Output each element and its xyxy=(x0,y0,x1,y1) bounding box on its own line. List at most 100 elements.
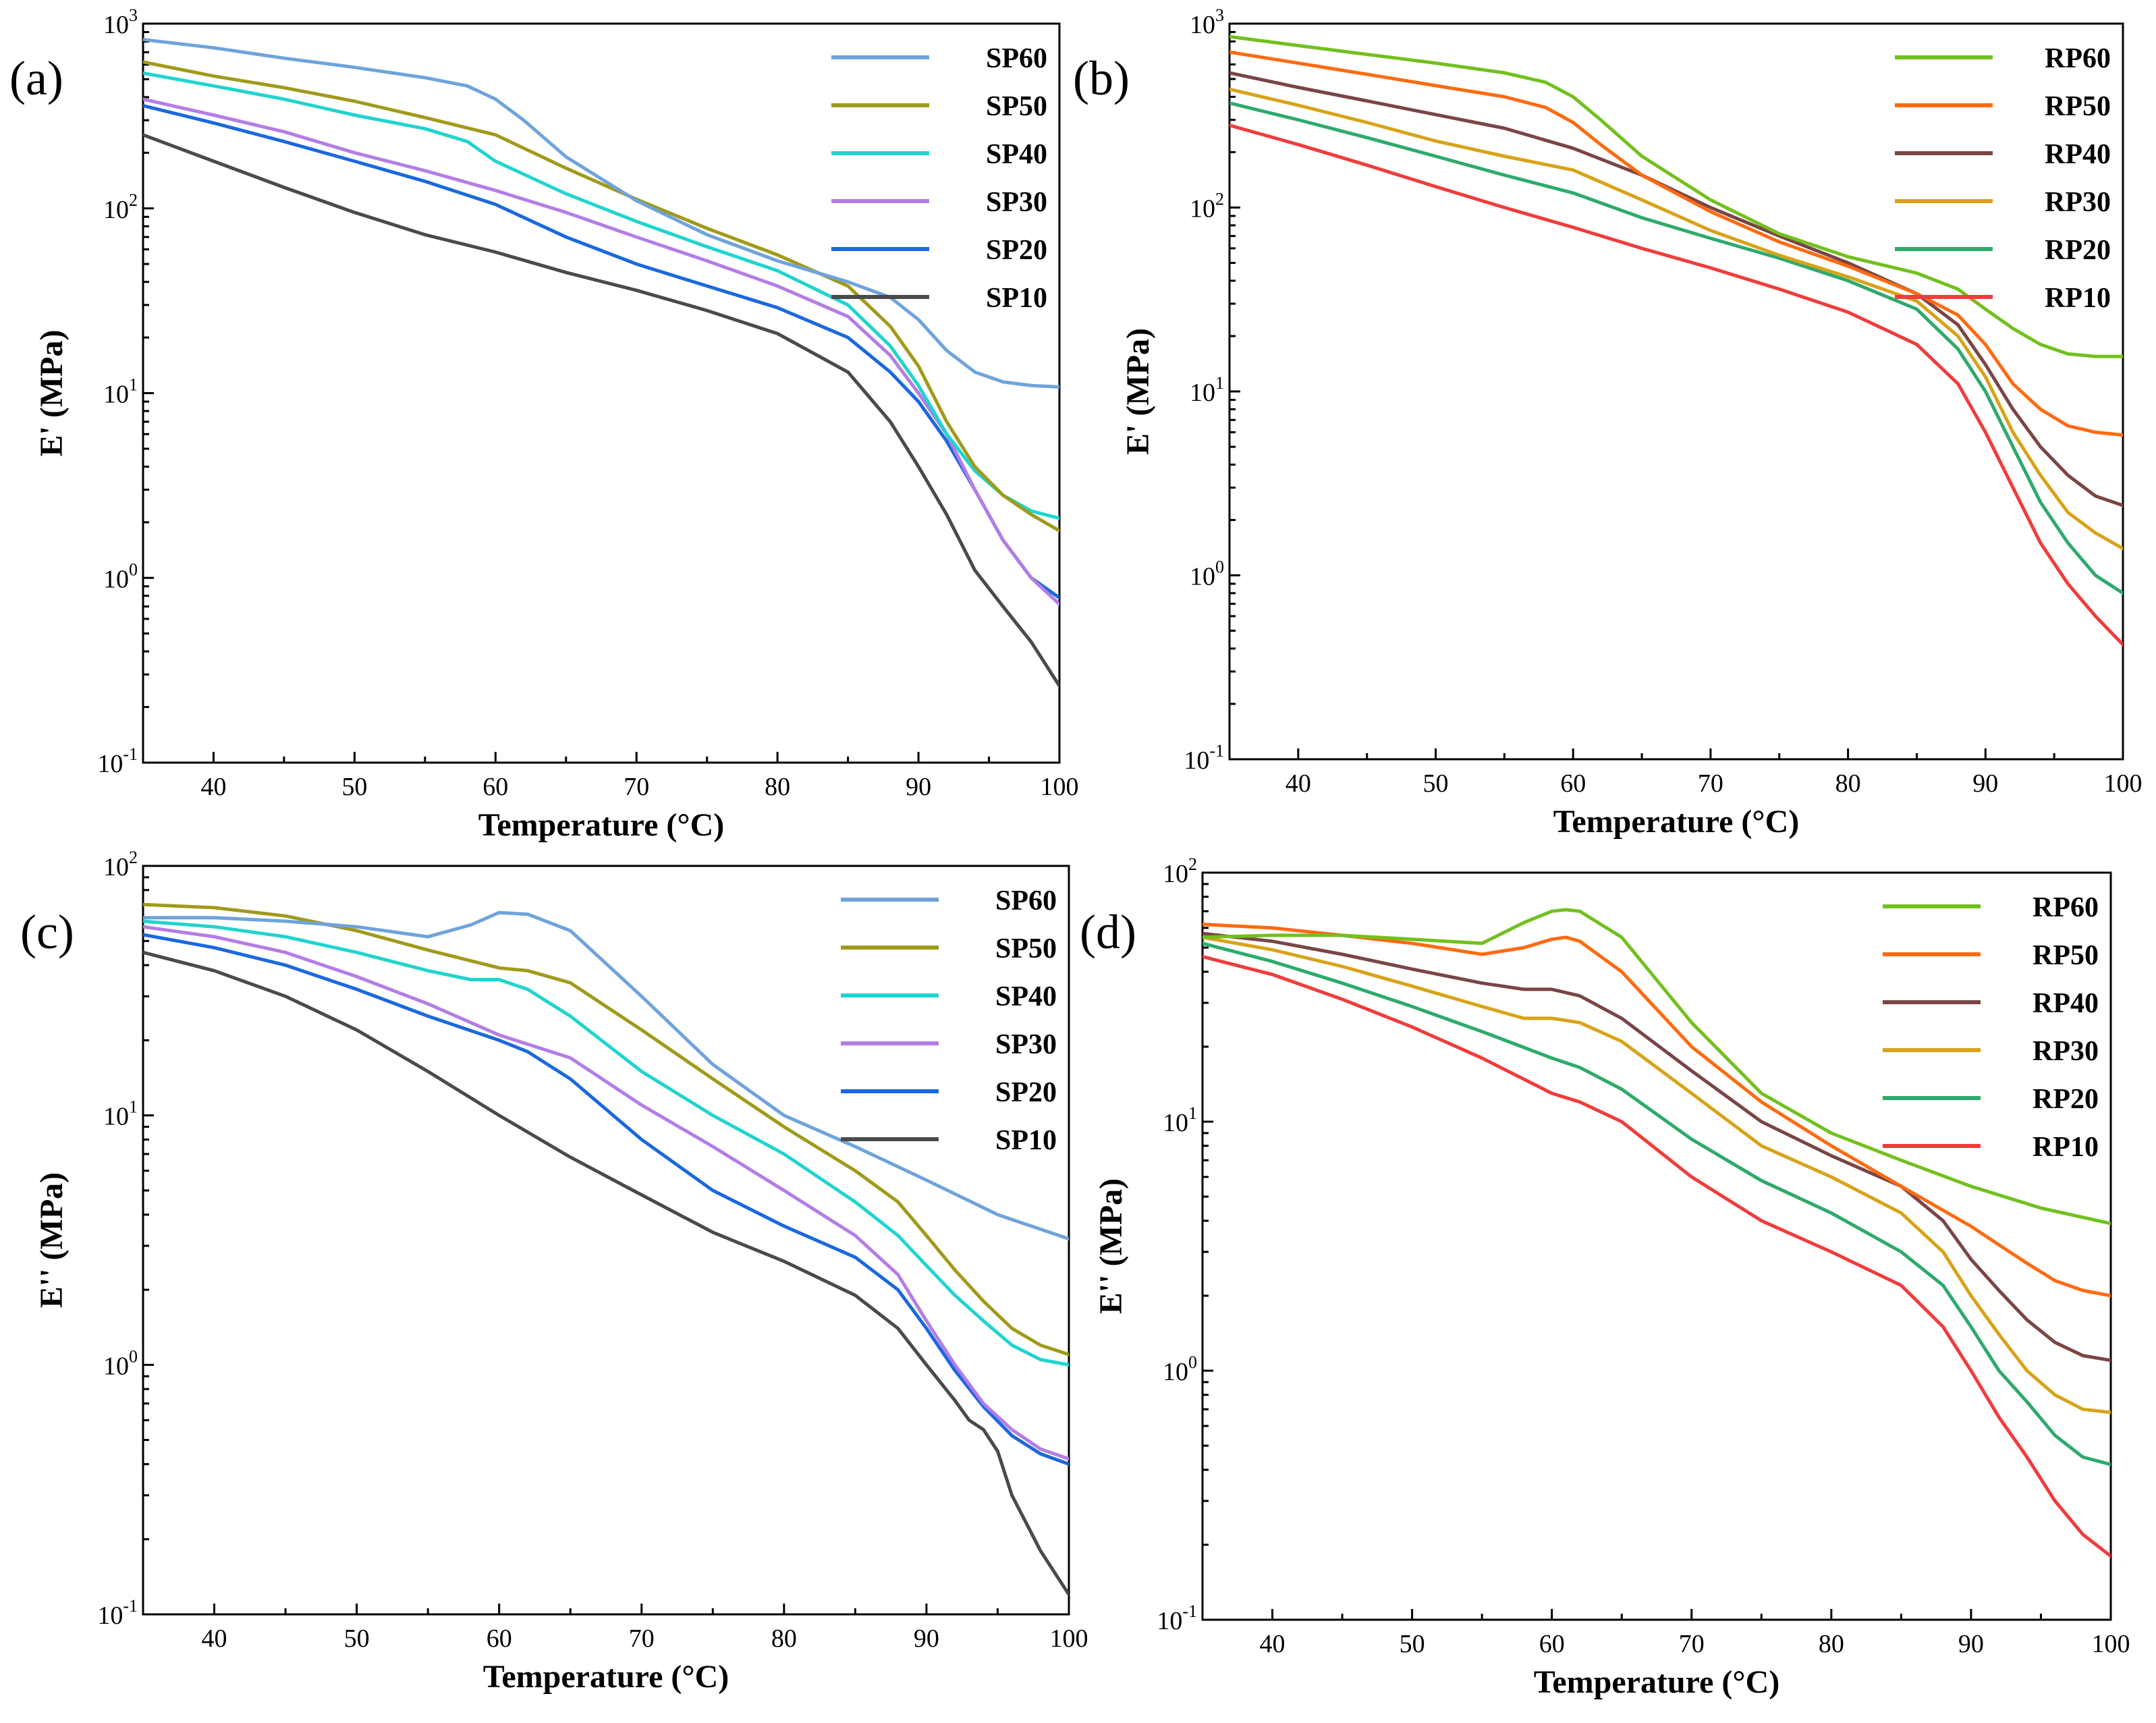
x-tick-label: 60 xyxy=(482,773,508,801)
y-tick-exponent: 0 xyxy=(1215,557,1224,577)
series-line-sp60 xyxy=(143,910,1069,1241)
y-tick-label: 101 xyxy=(1163,1103,1197,1137)
y-tick-base: 10 xyxy=(1190,563,1215,591)
legend-label: SP40 xyxy=(995,981,1057,1012)
legend-label: SP30 xyxy=(995,1029,1057,1060)
y-tick-base: 10 xyxy=(1163,860,1188,888)
series-line-rp10 xyxy=(1203,954,2111,1558)
y-axis-label: E'' (MPa) xyxy=(1093,1178,1129,1314)
legend-label: SP30 xyxy=(986,187,1047,218)
y-tick-label: 100 xyxy=(1163,1352,1197,1386)
y-tick-label: 10-1 xyxy=(97,1596,138,1630)
series-line-sp10 xyxy=(143,950,1069,1597)
x-tick-label: 100 xyxy=(2092,1630,2130,1658)
series-line-sp10 xyxy=(143,133,1059,688)
y-tick-base: 10 xyxy=(97,750,123,778)
y-tick-exponent: 1 xyxy=(129,375,138,395)
series-line-sp40 xyxy=(143,71,1059,520)
x-tick-label: 40 xyxy=(200,773,226,801)
y-tick-exponent: 2 xyxy=(129,190,138,210)
x-tick-label: 80 xyxy=(1835,769,1861,798)
y-tick-label: 102 xyxy=(103,848,138,881)
legend-label: RP40 xyxy=(2033,988,2099,1019)
series-line-rp10 xyxy=(1229,124,2123,647)
series-line-rp20 xyxy=(1203,941,2111,1467)
legend-label: RP20 xyxy=(2033,1084,2099,1115)
y-tick-exponent: 1 xyxy=(1215,373,1224,393)
x-tick-label: 100 xyxy=(1050,1624,1088,1653)
y-tick-exponent: 0 xyxy=(129,1346,138,1366)
y-tick-base: 10 xyxy=(1190,195,1215,223)
legend-label: RP30 xyxy=(2045,187,2111,218)
panel-label: (a) xyxy=(9,51,63,105)
series-line-sp20 xyxy=(143,933,1069,1466)
y-tick-label: 102 xyxy=(1190,190,1224,223)
y-tick-label: 101 xyxy=(1190,373,1224,407)
x-tick-label: 70 xyxy=(1679,1630,1705,1658)
y-tick-label: 10-1 xyxy=(1184,741,1224,775)
x-axis-label: Temperature (°C) xyxy=(1534,1664,1779,1700)
x-tick-label: 70 xyxy=(629,1624,655,1653)
x-tick-label: 60 xyxy=(1539,1630,1565,1658)
x-axis-label: Temperature (°C) xyxy=(478,807,724,843)
y-tick-label: 102 xyxy=(1163,854,1197,888)
x-tick-label: 80 xyxy=(1819,1630,1844,1658)
y-tick-base: 10 xyxy=(1163,1358,1188,1386)
y-tick-label: 10-1 xyxy=(1157,1602,1197,1635)
x-tick-label: 90 xyxy=(1958,1630,1984,1658)
legend-label: SP60 xyxy=(986,43,1047,74)
x-tick-label: 80 xyxy=(765,773,790,801)
y-tick-exponent: 2 xyxy=(1188,854,1197,874)
y-tick-base: 10 xyxy=(103,565,129,593)
legend-label: SP40 xyxy=(986,139,1047,170)
y-tick-exponent: -1 xyxy=(1209,741,1224,761)
y-tick-base: 10 xyxy=(97,1602,123,1630)
y-tick-base: 10 xyxy=(103,1103,129,1131)
y-tick-exponent: 0 xyxy=(129,559,138,579)
y-tick-exponent: 2 xyxy=(1215,190,1224,209)
legend-label: SP50 xyxy=(995,933,1057,964)
legend-label: RP40 xyxy=(2045,139,2111,170)
series-line-sp40 xyxy=(143,919,1069,1367)
legend-label: RP60 xyxy=(2033,892,2099,923)
y-tick-base: 10 xyxy=(1190,379,1215,407)
x-axis-label: Temperature (°C) xyxy=(1553,804,1799,840)
x-tick-label: 90 xyxy=(906,773,931,801)
panel-label: (b) xyxy=(1073,51,1130,105)
y-axis-label: E'' (MPa) xyxy=(34,1172,70,1308)
y-tick-base: 10 xyxy=(103,853,129,881)
y-tick-exponent: -1 xyxy=(1182,1602,1197,1621)
y-axis-label: E' (MPa) xyxy=(34,330,70,457)
legend-label: RP30 xyxy=(2033,1036,2099,1067)
legend-label: SP10 xyxy=(986,283,1047,314)
legend-label: SP20 xyxy=(995,1077,1057,1108)
legend-label: RP50 xyxy=(2033,940,2099,971)
y-tick-label: 103 xyxy=(103,5,138,39)
legend-label: RP20 xyxy=(2045,235,2111,266)
series-line-sp60 xyxy=(143,38,1059,389)
x-tick-label: 50 xyxy=(1423,769,1449,798)
x-tick-label: 100 xyxy=(1041,773,1079,801)
plot-area-frame xyxy=(1201,871,2112,1621)
y-tick-base: 10 xyxy=(103,1352,129,1380)
x-tick-label: 60 xyxy=(1560,769,1586,798)
y-tick-base: 10 xyxy=(103,381,129,409)
y-tick-exponent: 1 xyxy=(129,1097,138,1117)
y-tick-label: 100 xyxy=(103,1346,138,1380)
series-line-rp40 xyxy=(1203,931,2111,1363)
x-tick-label: 50 xyxy=(1400,1630,1425,1658)
series-line-sp30 xyxy=(143,925,1069,1461)
series-line-sp50 xyxy=(143,60,1059,532)
y-tick-label: 102 xyxy=(103,190,138,224)
y-tick-base: 10 xyxy=(1163,1109,1188,1137)
x-tick-label: 100 xyxy=(2104,769,2143,798)
y-tick-exponent: -1 xyxy=(123,1596,138,1616)
x-tick-label: 60 xyxy=(487,1624,512,1653)
y-tick-label: 10-1 xyxy=(97,744,138,778)
y-tick-exponent: 1 xyxy=(1188,1103,1197,1123)
y-tick-base: 10 xyxy=(1190,11,1215,39)
series-line-sp50 xyxy=(143,902,1069,1357)
x-tick-label: 40 xyxy=(1286,769,1311,798)
x-tick-label: 50 xyxy=(344,1624,370,1653)
